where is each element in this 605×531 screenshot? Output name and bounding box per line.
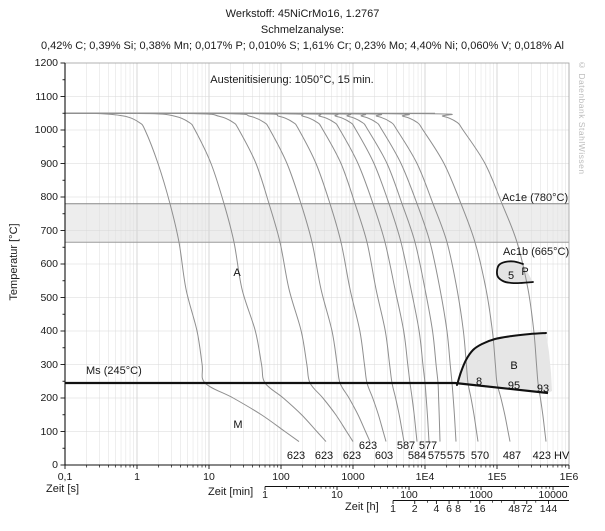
x-tick-label-h: 6 xyxy=(446,502,452,515)
cooling-curve-3 xyxy=(64,112,354,442)
phase-label-M: M xyxy=(233,419,243,431)
cooling-curve-8 xyxy=(64,112,430,442)
cooling-curve-9 xyxy=(64,112,441,442)
cooling-curve-2 xyxy=(64,112,327,442)
phase-label-93: 93 xyxy=(536,383,550,395)
hardness-label: 487 xyxy=(502,450,522,462)
y-tick-label: 500 xyxy=(40,291,58,304)
y-tick-label: 1200 xyxy=(34,57,58,69)
hardness-label: 575 xyxy=(446,450,466,462)
x-tick-label-min: 1 xyxy=(262,488,268,501)
ac1e-line-label: Ac1e (780°C) xyxy=(502,192,569,204)
y-tick-label: 800 xyxy=(40,191,58,203)
bainite-region-fill xyxy=(455,333,552,393)
x-axis-title-seconds: Zeit [s] xyxy=(46,483,80,495)
cooling-curve-4 xyxy=(64,112,371,442)
x-tick-label-h: 72 xyxy=(520,502,533,515)
y-tick-label: 100 xyxy=(40,425,58,438)
phase-label-8: 8 xyxy=(475,376,483,388)
hardness-label: 603 xyxy=(374,450,394,462)
x-tick-label-h: 16 xyxy=(473,502,486,515)
x-tick-label-h: 2 xyxy=(411,502,418,515)
pearlite-boundary xyxy=(496,260,534,285)
y-tick-label: 200 xyxy=(40,392,58,404)
hardness-label: 623 xyxy=(314,450,334,462)
phase-label-5: 5 xyxy=(507,270,515,282)
cooling-curve-7 xyxy=(64,112,418,442)
y-tick-label: 1100 xyxy=(35,90,58,103)
hardness-label: 575 xyxy=(427,450,447,462)
hardness-label: 423 HV xyxy=(532,450,570,462)
cooling-curve-10 xyxy=(64,112,457,442)
x-tick-label-h: 4 xyxy=(433,502,440,515)
x-tick-label-h: 8 xyxy=(455,502,461,515)
pearlite-region-fill xyxy=(496,261,533,284)
watermark: © Datenbank StahlWissen xyxy=(577,60,587,175)
austenitization-annotation: Austenitisierung: 1050°C, 15 min. xyxy=(210,74,374,86)
cooling-curve-13 xyxy=(64,112,547,442)
phase-label-A: A xyxy=(233,267,241,279)
cooling-curve-12 xyxy=(64,112,511,442)
x-tick-label-s: 0,1 xyxy=(57,471,73,483)
bainite-upper-boundary xyxy=(456,332,547,386)
ac1-band xyxy=(65,203,569,243)
y-tick-label: 600 xyxy=(40,258,58,270)
hardness-label: 587 xyxy=(396,440,416,452)
x-tick-label-min: 10000 xyxy=(538,488,568,501)
cooling-curve-5 xyxy=(64,112,387,442)
y-tick-label: 0 xyxy=(52,459,58,471)
x-tick-label-h: 144 xyxy=(539,502,558,515)
hardness-label: 623 xyxy=(286,450,306,462)
material-title: Werkstoff: 45NiCrMo16, 1.2767 xyxy=(225,8,380,20)
hardness-label: 584 xyxy=(407,450,427,462)
phase-label-P: P xyxy=(521,266,529,278)
phase-label-95: 95 xyxy=(507,380,521,392)
ac1b-line-label: Ac1b (665°C) xyxy=(503,246,570,258)
x-tick-label-s: 100 xyxy=(272,471,290,483)
ms-line-label: Ms (245°C) xyxy=(86,365,142,377)
x-tick-label-s: 1 xyxy=(134,471,140,483)
x-tick-label-min: 10 xyxy=(331,488,343,501)
y-tick-label: 900 xyxy=(40,157,58,170)
x-axis-title-minutes: Zeit [min] xyxy=(208,486,254,498)
x-tick-label-h: 48 xyxy=(508,502,520,515)
x-tick-label-h: 1 xyxy=(390,502,396,515)
cooling-curve-6 xyxy=(64,112,405,442)
hardness-label: 577 xyxy=(418,440,438,452)
ms-line xyxy=(65,381,549,395)
x-tick-label-s: 1E4 xyxy=(415,471,435,483)
hardness-label: 570 xyxy=(470,450,490,462)
x-tick-label-s: 1000 xyxy=(341,471,365,483)
hardness-label: 623 xyxy=(342,450,362,462)
y-tick-label: 1000 xyxy=(34,124,58,136)
x-tick-label-min: 100 xyxy=(400,488,418,501)
phase-label-B: B xyxy=(510,360,518,372)
x-tick-label-s: 1E6 xyxy=(559,471,579,483)
y-tick-label: 400 xyxy=(40,325,58,337)
x-axis-title-hours: Zeit [h] xyxy=(345,501,379,513)
hardness-label: 623 xyxy=(358,440,378,452)
chemical-composition: 0,42% C; 0,39% Si; 0,38% Mn; 0,017% P; 0… xyxy=(41,40,564,52)
x-tick-label-s: 10 xyxy=(203,471,215,483)
y-tick-label: 300 xyxy=(40,358,58,371)
cooling-curve-11 xyxy=(64,112,479,442)
x-tick-label-min: 1000 xyxy=(469,488,493,501)
y-tick-label: 700 xyxy=(40,224,58,237)
cooling-curve-1 xyxy=(64,112,300,442)
melt-analysis-heading: Schmelzanalyse: xyxy=(260,24,345,36)
x-tick-label-s: 1E5 xyxy=(487,471,507,483)
